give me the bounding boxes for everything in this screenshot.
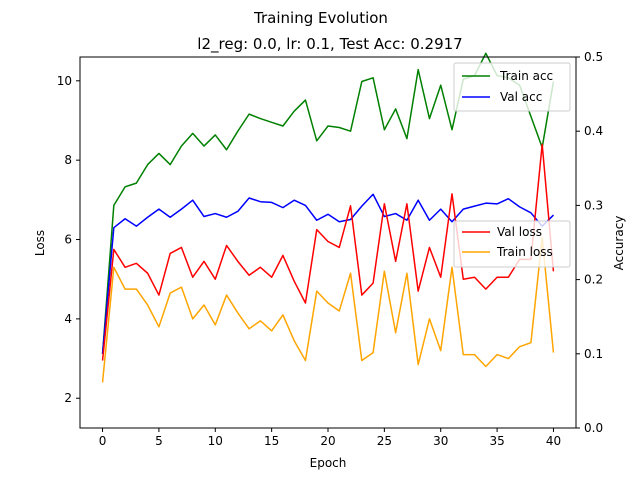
y-right-tick-label: 0.0 xyxy=(584,421,603,435)
x-axis-label: Epoch xyxy=(310,456,347,470)
y-right-tick-label: 0.5 xyxy=(584,50,603,64)
x-tick-label: 20 xyxy=(320,434,335,448)
y-left-tick-label: 2 xyxy=(64,391,72,405)
series-line-val-loss xyxy=(101,143,555,361)
y-left-tick-label: 8 xyxy=(64,153,72,167)
y-axis-label-left: Loss xyxy=(33,230,47,256)
y-left-tick-label: 4 xyxy=(64,312,72,326)
legend-loss: Val loss Train loss xyxy=(453,220,571,268)
y-right-tick-label: 0.3 xyxy=(584,198,603,212)
x-tick-label: 25 xyxy=(377,434,392,448)
series-line-val-acc xyxy=(101,193,554,354)
y-right-tick-label: 0.2 xyxy=(584,273,603,287)
legend-val-acc-label: Val acc xyxy=(500,90,542,104)
x-tick-label: 15 xyxy=(264,434,279,448)
y-right-tick-label: 0.4 xyxy=(584,124,603,138)
chart-subtitle: l2_reg: 0.0, lr: 0.1, Test Acc: 0.2917 xyxy=(197,35,462,54)
legend-accuracy-box xyxy=(453,62,571,112)
chart-title: Training Evolution xyxy=(253,9,388,27)
y-axis-label-right: Accuracy xyxy=(612,216,626,271)
y-left-tick-label: 6 xyxy=(64,233,72,247)
legend-train-acc-label: Train acc xyxy=(499,69,553,83)
series-line-train-loss xyxy=(101,236,555,383)
legend-train-loss-label: Train loss xyxy=(496,245,553,259)
x-tick-label: 40 xyxy=(546,434,561,448)
x-tick-label: 30 xyxy=(433,434,448,448)
y-left-tick-label: 10 xyxy=(57,74,72,88)
x-tick-label: 0 xyxy=(99,434,107,448)
x-tick-label: 5 xyxy=(155,434,163,448)
x-tick-label: 10 xyxy=(208,434,223,448)
x-tick-label: 35 xyxy=(489,434,504,448)
legend-accuracy: Train acc Val acc xyxy=(453,62,571,112)
y-right-tick-label: 0.1 xyxy=(584,347,603,361)
legend-val-loss-label: Val loss xyxy=(497,225,542,239)
